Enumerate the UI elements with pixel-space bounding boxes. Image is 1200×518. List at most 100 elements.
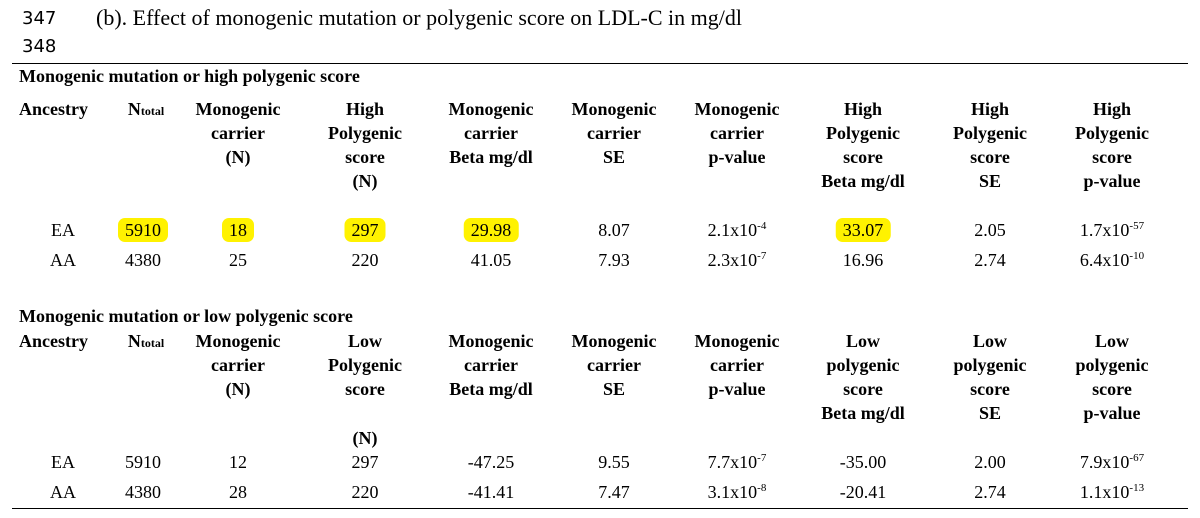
table2-row1-mono-beta: -47.25 bbox=[467, 452, 515, 472]
line-number-348: 348 bbox=[22, 36, 57, 57]
header-line: Polygenic bbox=[328, 355, 402, 375]
table1-row2-carrier-n: 25 bbox=[229, 250, 247, 270]
table1-title: Monogenic mutation or high polygenic sco… bbox=[19, 66, 360, 86]
header-line: Low bbox=[1094, 331, 1130, 351]
header-line: score bbox=[1092, 379, 1132, 399]
header-line: score bbox=[345, 147, 385, 167]
header-line: carrier bbox=[587, 123, 641, 143]
bottom-rule bbox=[12, 508, 1188, 509]
p-base: 3.1x10 bbox=[707, 482, 758, 502]
table2-header-mono-p: Monogenic carrier p-value bbox=[695, 329, 780, 401]
p-base: 1.7x10 bbox=[1079, 220, 1130, 240]
table2-row2-score-p: 1.1x10-13 bbox=[1080, 481, 1144, 503]
table1-row2-score-se: 2.74 bbox=[974, 250, 1006, 270]
header-line: Polygenic bbox=[1075, 123, 1149, 143]
line-number-347: 347 bbox=[22, 8, 57, 29]
header-line: SE bbox=[602, 147, 626, 167]
table2-header-ancestry: Ancestry bbox=[19, 331, 88, 351]
table1-row1-score-p: 1.7x10-57 bbox=[1080, 219, 1144, 241]
header-line: Beta mg/dl bbox=[449, 379, 533, 399]
table2-header-score-p: Low polygenic score p-value bbox=[1075, 329, 1148, 425]
header-line: Low bbox=[845, 331, 880, 351]
header-line: carrier bbox=[710, 355, 764, 375]
header-line: Polygenic bbox=[826, 123, 900, 143]
header-line: Monogenic bbox=[571, 331, 657, 351]
table2-row1-mono-p: 7.7x10-7 bbox=[708, 451, 767, 473]
header-line: SE bbox=[978, 403, 1002, 423]
p-base: 7.7x10 bbox=[707, 452, 758, 472]
header-line: Polygenic bbox=[328, 123, 402, 143]
header-line: High bbox=[345, 99, 384, 119]
table2-row1-carrier-n: 12 bbox=[229, 452, 247, 472]
table1-row1-mono-beta: 29.98 bbox=[463, 218, 519, 242]
header-line: score bbox=[843, 379, 883, 399]
header-line: polygenic bbox=[1075, 355, 1149, 375]
p-exponent: -57 bbox=[1129, 220, 1145, 232]
table1-row1-score-n: 297 bbox=[344, 218, 386, 242]
table2-header-carrier-n: Monogenic carrier (N) bbox=[196, 329, 281, 401]
table2-title: Monogenic mutation or low polygenic scor… bbox=[19, 306, 353, 326]
header-line: Polygenic bbox=[953, 123, 1027, 143]
table2-row1-ntotal: 5910 bbox=[125, 452, 161, 472]
p-exponent: -10 bbox=[1129, 250, 1145, 262]
header-line: Monogenic bbox=[448, 331, 534, 351]
table2-row2-ntotal: 4380 bbox=[125, 482, 161, 502]
table1-row2-mono-se: 7.93 bbox=[598, 250, 630, 270]
ntotal-subscript: total bbox=[140, 104, 165, 118]
table1-header-mono-beta: Monogenic carrier Beta mg/dl bbox=[449, 97, 534, 169]
p-exponent: -13 bbox=[1129, 482, 1145, 494]
table1-header-score-p: High Polygenic score p-value bbox=[1075, 97, 1149, 193]
table2-row1-score-n: 297 bbox=[351, 452, 379, 472]
header-line: High bbox=[843, 99, 882, 119]
table2-row1-score-p: 7.9x10-67 bbox=[1080, 451, 1144, 473]
p-exponent: -7 bbox=[757, 250, 767, 262]
table1-header-score-se: High Polygenic score SE bbox=[953, 97, 1027, 193]
table1-row2-mono-beta: 41.05 bbox=[470, 250, 512, 270]
header-line: SE bbox=[602, 379, 626, 399]
ntotal-main: N bbox=[127, 331, 141, 351]
header-line: (N) bbox=[225, 147, 251, 167]
header-line: polygenic bbox=[953, 355, 1027, 375]
header-line: Monogenic bbox=[694, 99, 780, 119]
header-line: polygenic bbox=[826, 355, 900, 375]
table1-row1-score-beta: 33.07 bbox=[835, 218, 891, 242]
header-line: Monogenic bbox=[448, 99, 534, 119]
table2-row2-mono-se: 7.47 bbox=[598, 482, 630, 502]
header-line: carrier bbox=[464, 123, 518, 143]
table2-header-mono-se: Monogenic carrier SE bbox=[572, 329, 657, 401]
header-line: carrier bbox=[211, 355, 265, 375]
ntotal-main: N bbox=[127, 99, 141, 119]
p-exponent: -7 bbox=[757, 452, 767, 464]
p-base: 7.9x10 bbox=[1079, 452, 1130, 472]
table2-header-score-beta: Low polygenic score Beta mg/dl bbox=[821, 329, 905, 425]
header-line: carrier bbox=[587, 355, 641, 375]
header-line: p-value bbox=[1083, 171, 1141, 191]
table2-row2-score-se: 2.74 bbox=[974, 482, 1006, 502]
table1-row1-mono-p: 2.1x10-4 bbox=[708, 219, 767, 241]
ntotal-subscript: total bbox=[140, 336, 165, 350]
p-exponent: -67 bbox=[1129, 452, 1145, 464]
header-line: High bbox=[1092, 99, 1131, 119]
p-base: 1.1x10 bbox=[1079, 482, 1130, 502]
p-base: 6.4x10 bbox=[1079, 250, 1130, 270]
table2-row1-score-se: 2.00 bbox=[974, 452, 1006, 472]
header-line: carrier bbox=[710, 123, 764, 143]
table2-header-score: Low Polygenic score bbox=[328, 329, 402, 401]
header-line: Beta mg/dl bbox=[821, 171, 905, 191]
table1-row2-mono-p: 2.3x10-7 bbox=[708, 249, 767, 271]
header-line: Monogenic bbox=[195, 99, 281, 119]
table1-row2-ntotal: 4380 bbox=[125, 250, 161, 270]
table1-header-mono-se: Monogenic carrier SE bbox=[572, 97, 657, 169]
p-base: 2.1x10 bbox=[707, 220, 758, 240]
header-line: carrier bbox=[464, 355, 518, 375]
table2-row1-ancestry: EA bbox=[51, 452, 75, 472]
table1-row1-ancestry: EA bbox=[51, 220, 75, 240]
table2-row1-mono-se: 9.55 bbox=[598, 452, 630, 472]
table2-row2-mono-beta: -41.41 bbox=[467, 482, 515, 502]
table1-header-carrier-n: Monogenic carrier (N) bbox=[196, 97, 281, 169]
header-line: (N) bbox=[225, 379, 251, 399]
top-rule bbox=[12, 63, 1188, 64]
table2-header-score-se: Low polygenic score SE bbox=[953, 329, 1026, 425]
table1-header-score-n: High Polygenic score (N) bbox=[328, 97, 402, 193]
table1-header-score-beta: High Polygenic score Beta mg/dl bbox=[821, 97, 905, 193]
